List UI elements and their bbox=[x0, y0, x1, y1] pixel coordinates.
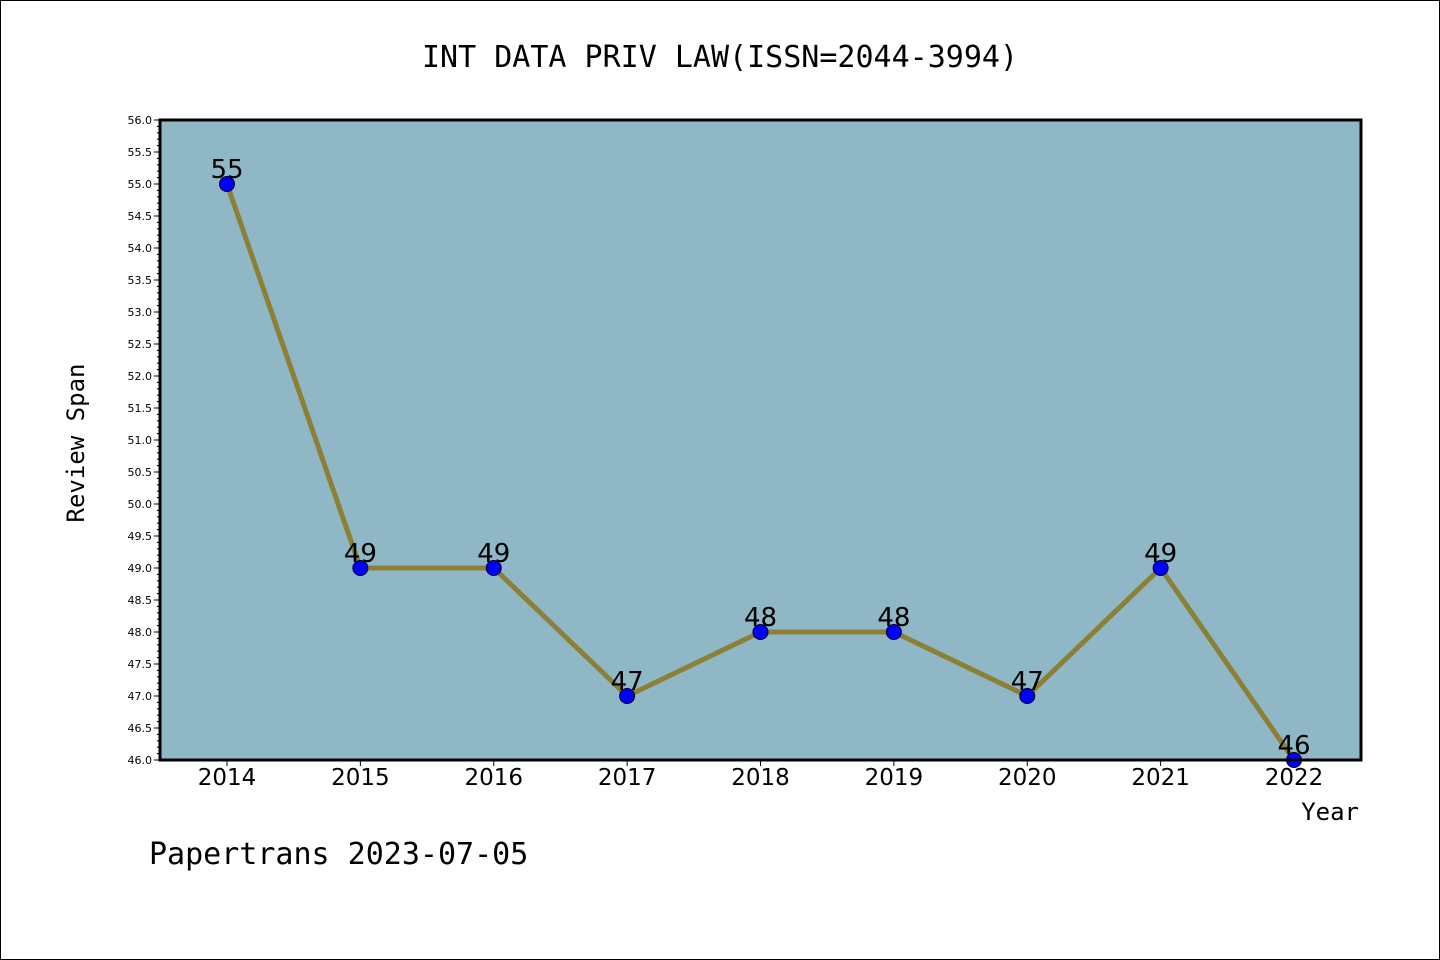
y-tick-label: 51.0 bbox=[128, 434, 153, 447]
data-label: 46 bbox=[1277, 731, 1310, 761]
plot-border bbox=[158, 118, 1363, 762]
y-tick-label: 52.0 bbox=[128, 370, 153, 383]
y-tick-label: 51.5 bbox=[128, 402, 153, 415]
y-tick-label: 55.0 bbox=[128, 178, 153, 191]
x-tick-label: 2015 bbox=[331, 765, 390, 791]
y-tick-label: 47.5 bbox=[128, 658, 153, 671]
data-label: 48 bbox=[744, 603, 777, 633]
data-point bbox=[352, 560, 369, 576]
y-tick-label: 55.5 bbox=[128, 146, 153, 159]
data-label: 49 bbox=[1144, 539, 1177, 569]
x-tick-label: 2016 bbox=[464, 765, 523, 791]
data-label: 48 bbox=[877, 603, 910, 633]
data-label: 47 bbox=[611, 667, 644, 697]
y-tick-label: 49.0 bbox=[128, 562, 153, 575]
y-tick-label: 48.5 bbox=[128, 594, 153, 607]
y-tick-label: 50.5 bbox=[128, 466, 153, 479]
data-point bbox=[219, 176, 235, 192]
x-tick-label: 2017 bbox=[598, 765, 657, 791]
y-tick-label: 46.0 bbox=[128, 754, 153, 767]
y-tick-label: 48.0 bbox=[128, 626, 153, 639]
data-point bbox=[885, 624, 902, 640]
data-label: 47 bbox=[1011, 667, 1044, 697]
data-point bbox=[619, 688, 636, 704]
data-point bbox=[752, 624, 769, 640]
x-tick-label: 2014 bbox=[198, 765, 257, 791]
data-label: 49 bbox=[344, 539, 377, 569]
y-tick-label: 50.0 bbox=[128, 498, 153, 511]
data-point bbox=[485, 560, 502, 576]
y-tick-label: 46.5 bbox=[128, 722, 153, 735]
data-point bbox=[1152, 560, 1169, 576]
plot-area bbox=[160, 120, 1361, 760]
x-tick-label: 2018 bbox=[731, 765, 790, 791]
y-tick-label: 56.0 bbox=[128, 114, 153, 127]
y-tick-label: 54.5 bbox=[128, 210, 153, 223]
x-tick-label: 2021 bbox=[1131, 765, 1190, 791]
data-labels: 55 49 49 47 48 48 47 49 46 bbox=[210, 155, 1310, 761]
x-axis: 2014 2015 2016 2017 2018 2019 2020 2021 2022 bbox=[198, 760, 1324, 791]
x-tick-label: 2020 bbox=[998, 765, 1057, 791]
data-label: 49 bbox=[477, 539, 510, 569]
y-tick-label: 54.0 bbox=[128, 242, 153, 255]
chart-title: INT DATA PRIV LAW(ISSN=2044-3994) bbox=[422, 40, 1018, 75]
y-tick-label: 53.5 bbox=[128, 274, 153, 287]
footer-credit: Papertrans 2023-07-05 bbox=[149, 837, 528, 872]
y-axis: 46.0 46.5 47.0 47.5 48.0 48.5 49.0 49.5 50.0 50.5… bbox=[128, 114, 160, 767]
data-point bbox=[1019, 688, 1036, 704]
y-axis-label: Review Span bbox=[62, 364, 90, 523]
y-tick-label: 49.5 bbox=[128, 530, 153, 543]
y-tick-label: 47.0 bbox=[128, 690, 153, 703]
y-tick-label: 53.0 bbox=[128, 306, 153, 319]
data-points bbox=[219, 176, 1302, 768]
data-label: 55 bbox=[210, 155, 243, 185]
x-tick-label: 2022 bbox=[1265, 765, 1324, 791]
y-tick-label: 52.5 bbox=[128, 338, 153, 351]
x-axis-label: Year bbox=[1301, 798, 1359, 826]
x-tick-label: 2019 bbox=[865, 765, 924, 791]
